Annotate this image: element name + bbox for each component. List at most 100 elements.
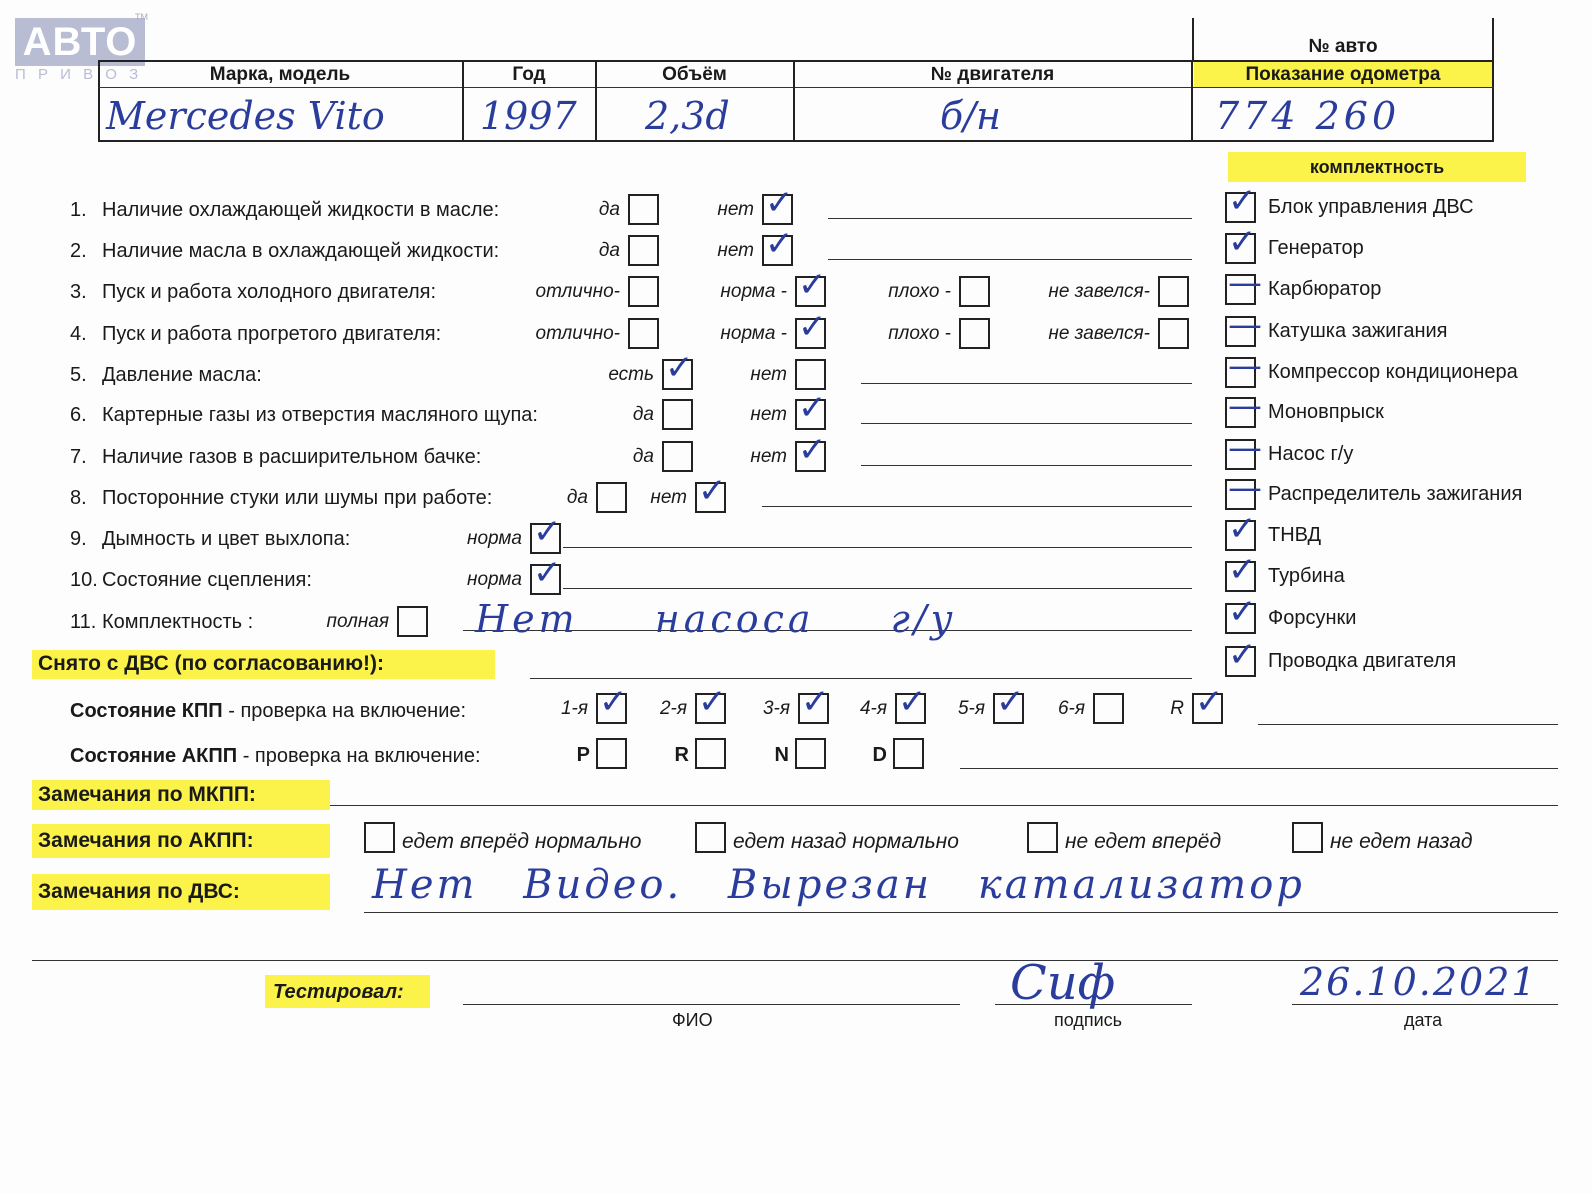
checkbox-плохо[interactable] xyxy=(959,276,990,307)
checkbox-отлично[interactable] xyxy=(628,318,659,349)
akpp-remark-checkbox[interactable] xyxy=(364,822,395,853)
akpp-remark-option: не едет назад xyxy=(1330,830,1473,853)
checkbox-норма[interactable] xyxy=(530,564,561,595)
fio-line[interactable] xyxy=(463,1004,960,1005)
komplekt-item: Катушка зажигания xyxy=(1268,320,1448,342)
checkbox-нет[interactable] xyxy=(762,194,793,225)
comment-line[interactable] xyxy=(861,383,1192,384)
check-label: Пуск и работа холодного двигателя: xyxy=(102,281,437,303)
checkbox-нет[interactable] xyxy=(762,235,793,266)
checkmark-icon: ✓ xyxy=(801,682,830,722)
komplekt-checkbox[interactable] xyxy=(1225,603,1256,634)
checkbox-нет[interactable] xyxy=(795,399,826,430)
komplekt-checkbox[interactable] xyxy=(1225,439,1256,470)
check-number: 10. xyxy=(70,569,98,591)
option-label: нет xyxy=(717,240,754,261)
kpp-gear-checkbox[interactable] xyxy=(895,693,926,724)
checkbox-нет[interactable] xyxy=(795,359,826,390)
check-number: 8. xyxy=(70,487,87,509)
checkbox-да[interactable] xyxy=(662,441,693,472)
komplekt-checkbox[interactable] xyxy=(1225,561,1256,592)
date-line[interactable] xyxy=(1292,1004,1558,1005)
kpp-label: Состояние КПП - проверка на включение: xyxy=(70,700,467,722)
komplekt-checkbox[interactable] xyxy=(1225,316,1256,347)
odometer-label: Показание одометра xyxy=(1245,64,1441,85)
akpp-gear-checkbox[interactable] xyxy=(596,738,627,769)
akpp-line[interactable] xyxy=(960,768,1558,769)
date-value[interactable]: 26.10.2021 xyxy=(1300,960,1538,1004)
komplekt-checkbox[interactable] xyxy=(1225,479,1256,510)
komplekt-checkbox[interactable] xyxy=(1225,646,1256,677)
dvs-remarks-value[interactable]: Нет Видео. Вырезан катализатор xyxy=(372,862,1305,908)
make-model-value[interactable]: Mercedes Vito xyxy=(106,94,385,138)
checkbox-норма[interactable] xyxy=(530,523,561,554)
checkmark-icon: ✓ xyxy=(533,512,562,552)
komplekt-checkbox[interactable] xyxy=(1225,397,1256,428)
kpp-gear-checkbox[interactable] xyxy=(695,693,726,724)
checkmark-icon: ✓ xyxy=(665,348,694,388)
komplekt-item: Распределитель зажигания xyxy=(1268,483,1523,505)
option-label: норма xyxy=(467,528,522,549)
kpp-gear-checkbox[interactable] xyxy=(1093,693,1124,724)
checkbox-да[interactable] xyxy=(628,194,659,225)
comment-line[interactable] xyxy=(861,465,1192,466)
komplekt-checkbox[interactable] xyxy=(1225,520,1256,551)
akpp-gear-checkbox[interactable] xyxy=(795,738,826,769)
check-label: Наличие охлаждающей жидкости в масле: xyxy=(102,199,500,221)
mkpp-remarks-line[interactable] xyxy=(330,805,1558,806)
check-number: 9. xyxy=(70,528,87,550)
akpp-remark-checkbox[interactable] xyxy=(1292,822,1323,853)
kpp-gear-checkbox[interactable] xyxy=(798,693,829,724)
kpp-gear-checkbox[interactable] xyxy=(1192,693,1223,724)
checkbox-норма[interactable] xyxy=(795,276,826,307)
checkbox-нет[interactable] xyxy=(795,441,826,472)
checkbox-незавелся[interactable] xyxy=(1158,276,1189,307)
volume-value[interactable]: 2,3d xyxy=(645,94,730,138)
completeness-note[interactable]: Нет насоса г/у xyxy=(475,597,957,641)
col-engine-no: № двигателя xyxy=(930,64,1055,85)
komplekt-checkbox[interactable] xyxy=(1225,357,1256,388)
comment-line[interactable] xyxy=(828,259,1192,260)
akpp-remark-checkbox[interactable] xyxy=(1027,822,1058,853)
akpp-remark-checkbox[interactable] xyxy=(695,822,726,853)
checkbox-да[interactable] xyxy=(596,482,627,513)
kpp-gear-checkbox[interactable] xyxy=(993,693,1024,724)
option-label: нет xyxy=(717,199,754,220)
komplekt-item: Генератор xyxy=(1268,237,1364,259)
akpp-remarks-highlight xyxy=(32,824,330,858)
komplekt-checkbox[interactable] xyxy=(1225,233,1256,264)
checkmark-icon: ✓ xyxy=(765,224,794,264)
checkbox-да[interactable] xyxy=(662,399,693,430)
kpp-gear-checkbox[interactable] xyxy=(596,693,627,724)
checkmark-icon: ✓ xyxy=(798,388,827,428)
kpp-line[interactable] xyxy=(1258,724,1558,725)
comment-line[interactable] xyxy=(463,630,1192,631)
akpp-gear-checkbox[interactable] xyxy=(695,738,726,769)
komplekt-checkbox[interactable] xyxy=(1225,192,1256,223)
removed-line[interactable] xyxy=(530,678,1192,679)
odometer-value[interactable]: 774 260 xyxy=(1215,94,1401,138)
checkbox-плохо[interactable] xyxy=(959,318,990,349)
comment-line[interactable] xyxy=(563,547,1192,548)
checkbox-норма[interactable] xyxy=(795,318,826,349)
comment-line[interactable] xyxy=(828,218,1192,219)
signature-line[interactable] xyxy=(995,1004,1192,1005)
engine-no-value[interactable]: б/н xyxy=(940,94,1002,138)
akpp-gear-label: P xyxy=(576,744,590,766)
komplekt-item: Насос г/у xyxy=(1268,443,1354,465)
check-label: Картерные газы из отверстия масляного щу… xyxy=(102,404,538,426)
checkbox-отлично[interactable] xyxy=(628,276,659,307)
comment-line[interactable] xyxy=(762,506,1192,507)
checkbox-есть[interactable] xyxy=(662,359,693,390)
tested-highlight xyxy=(265,975,430,1008)
year-value[interactable]: 1997 xyxy=(480,94,577,138)
comment-line[interactable] xyxy=(563,588,1192,589)
checkbox-незавелся[interactable] xyxy=(1158,318,1189,349)
akpp-gear-checkbox[interactable] xyxy=(893,738,924,769)
checkmark-icon: ✓ xyxy=(996,682,1025,722)
checkbox-нет[interactable] xyxy=(695,482,726,513)
komplekt-checkbox[interactable] xyxy=(1225,274,1256,305)
comment-line[interactable] xyxy=(861,423,1192,424)
checkbox-да[interactable] xyxy=(628,235,659,266)
checkbox-полная[interactable] xyxy=(397,606,428,637)
